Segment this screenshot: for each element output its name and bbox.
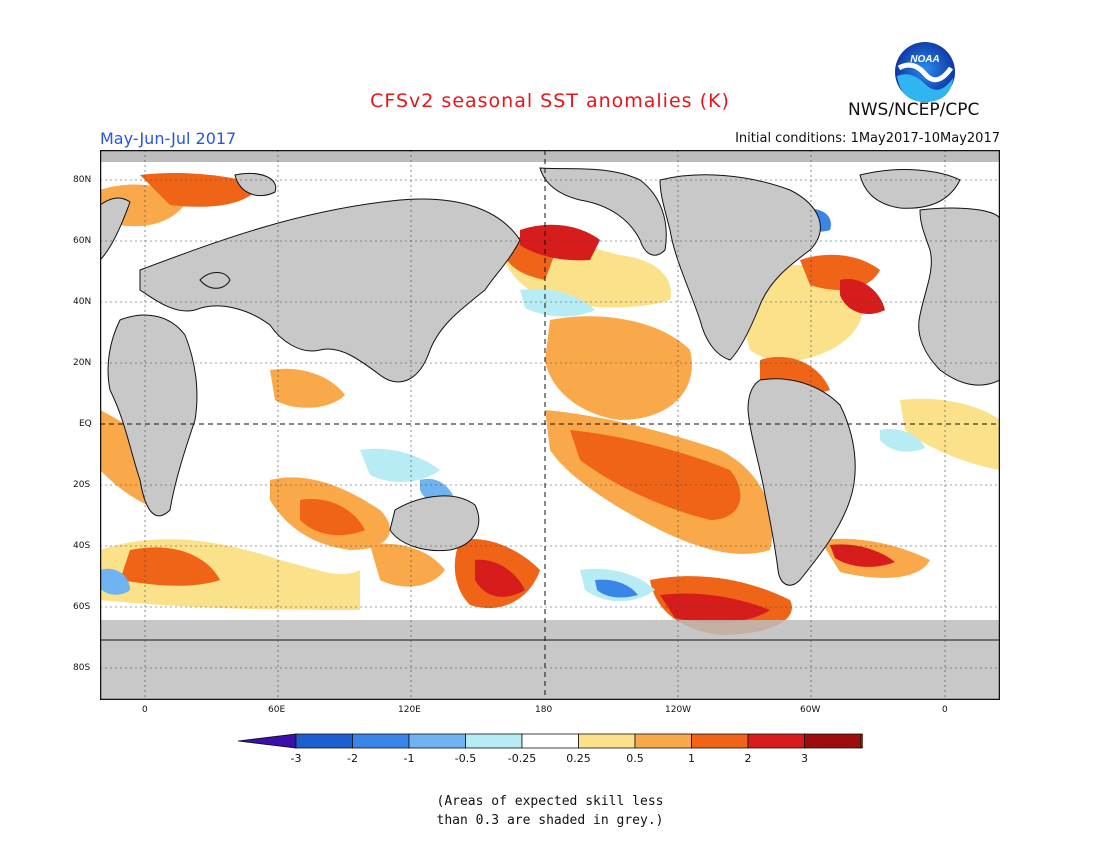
colorbar-tick-label: -0.5 [455, 752, 476, 765]
noaa-logo: NOAA [893, 40, 957, 104]
lon-label: 0 [942, 705, 948, 715]
sst-anomaly-map [99, 149, 1001, 701]
skill-note-line: (Areas of expected skill less [436, 794, 664, 809]
initial-conditions-label: Initial conditions: 1May2017-10May2017 [735, 131, 1000, 146]
low-skill-grey-regions [100, 150, 1000, 640]
colorbar-tick-label: 0.25 [566, 752, 591, 765]
colorbar-tick-label: -3 [291, 752, 302, 765]
graticule [100, 150, 1000, 700]
lat-label: 20S [73, 480, 91, 490]
colorbar-segment [465, 733, 523, 749]
lat-label: 60S [73, 602, 91, 612]
colorbar-tick-label: -2 [347, 752, 358, 765]
map-title: CFSv2 seasonal SST anomalies (K) [370, 90, 730, 112]
lat-label: 80N [73, 175, 92, 185]
land-masses [99, 167, 1001, 701]
lat-label: EQ [79, 419, 92, 429]
equator-and-dateline [100, 150, 1000, 700]
lon-label: 180 [535, 705, 553, 715]
colorbar-tick-label: 3 [801, 752, 808, 765]
lat-label: 60N [73, 236, 92, 246]
colorbar-tick-label: -0.25 [508, 752, 536, 765]
colorbar-tick-label: 2 [745, 752, 752, 765]
skill-note: (Areas of expected skill less than 0.3 a… [0, 792, 1100, 830]
lat-label: 40S [73, 541, 91, 551]
skill-note-line: than 0.3 are shaded in grey.) [436, 813, 664, 828]
colorbar-legend: -3 -2 -1 -0.5 -0.25 0.25 0.5 1 2 3 [237, 732, 920, 772]
lon-label: 0 [142, 705, 148, 715]
colorbar-tick-label: 0.5 [626, 752, 644, 765]
colorbar-segment [408, 733, 466, 749]
colorbar-segment [521, 733, 579, 749]
colorbar-segment [860, 733, 920, 749]
colorbar-segment [237, 733, 297, 749]
colorbar-segment [747, 733, 805, 749]
agency-label: NWS/NCEP/CPC [848, 100, 980, 120]
colorbar-segment [578, 733, 636, 749]
colorbar-tick-label: -1 [404, 752, 415, 765]
colorbar-segment [634, 733, 692, 749]
lat-label: 80S [73, 663, 91, 673]
colorbar-segment [295, 733, 353, 749]
map-border [99, 149, 1001, 701]
colorbar-segment [691, 733, 749, 749]
colorbar-tick-label: 1 [688, 752, 695, 765]
colorbar-segment [804, 733, 862, 749]
positive-anomaly-regions [100, 173, 1000, 635]
lon-label: 60W [800, 705, 821, 715]
lon-label: 120E [398, 705, 421, 715]
lon-label: 60E [268, 705, 286, 715]
colorbar-segment [352, 733, 410, 749]
lat-label: 40N [73, 297, 92, 307]
svg-text:NOAA: NOAA [910, 54, 939, 65]
lat-label: 20N [73, 358, 92, 368]
lon-label: 120W [665, 705, 692, 715]
season-label: May-Jun-Jul 2017 [100, 129, 237, 148]
